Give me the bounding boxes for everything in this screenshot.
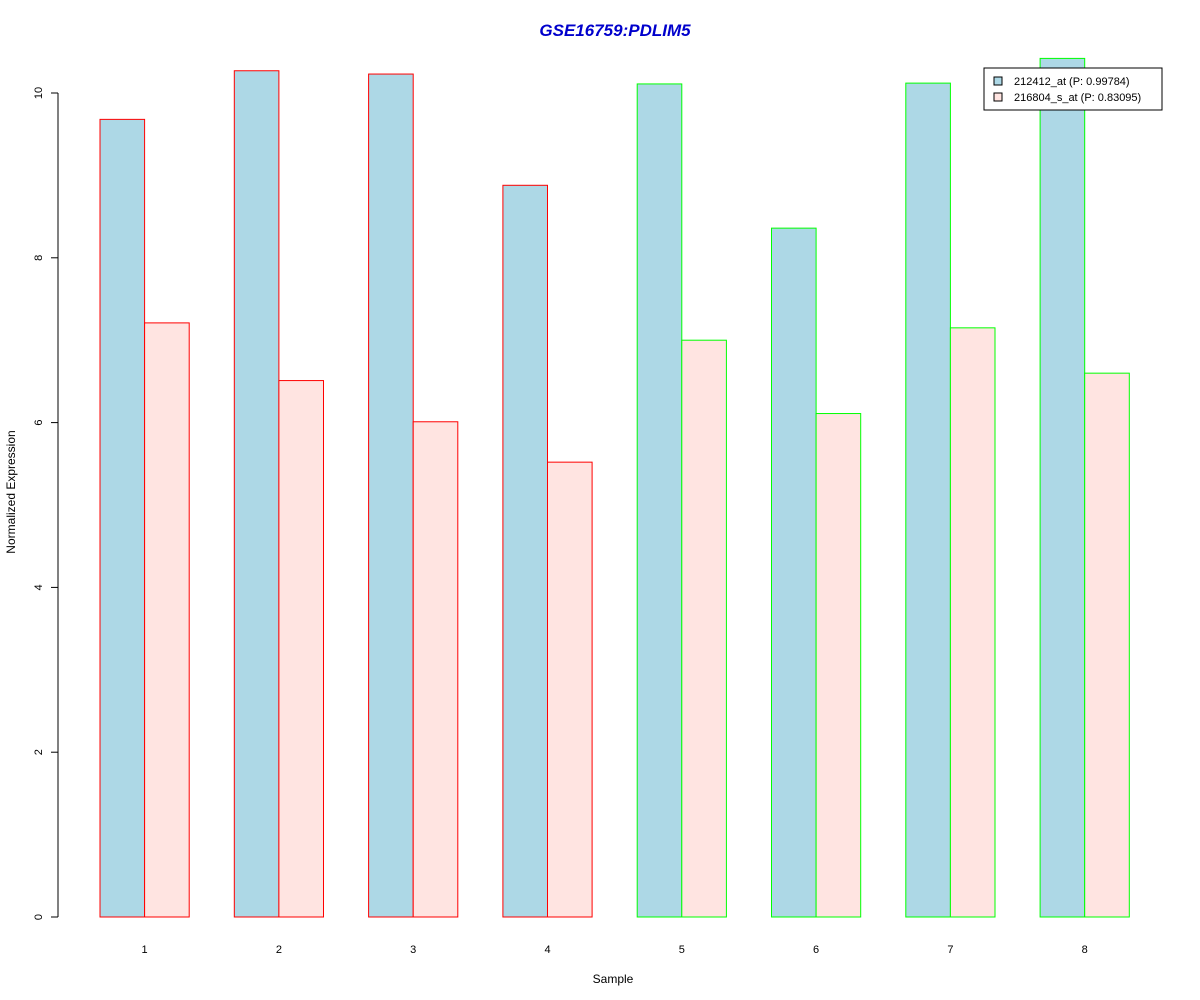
y-tick-label: 0 bbox=[33, 914, 45, 920]
bar-sample-5-series-2 bbox=[681, 339, 727, 918]
y-tick-label: 2 bbox=[33, 749, 45, 755]
bar-sample-3-series-2 bbox=[412, 421, 459, 918]
legend-box bbox=[983, 67, 1163, 111]
bar-sample-6-series-1 bbox=[771, 227, 817, 918]
bar-sample-2-series-2 bbox=[278, 380, 324, 918]
bar-sample-8-series-2 bbox=[1084, 372, 1130, 918]
legend-label: 216804_s_at (P: 0.83095) bbox=[1014, 92, 1141, 104]
y-tick-label: 4 bbox=[33, 584, 45, 590]
bar-sample-8-series-1 bbox=[1039, 57, 1086, 918]
x-tick-label: 1 bbox=[142, 944, 148, 956]
legend-swatch bbox=[993, 92, 1003, 102]
y-axis: 0 2 4 6 8 10 bbox=[33, 87, 59, 920]
bar-sample-2-series-1 bbox=[233, 70, 280, 918]
x-tick-label: 6 bbox=[813, 944, 819, 956]
x-axis: 1 2 3 4 5 6 7 8 bbox=[142, 944, 1088, 956]
legend: 212412_at (P: 0.99784) 216804_s_at (P: 0.… bbox=[983, 67, 1163, 111]
chart-title: GSE16759:PDLIM5 bbox=[539, 21, 691, 40]
y-axis-label: Normalized Expression bbox=[4, 430, 18, 553]
y-tick-label: 6 bbox=[33, 420, 45, 426]
x-tick-label: 3 bbox=[410, 944, 416, 956]
x-tick-label: 8 bbox=[1082, 944, 1088, 956]
bar-sample-4-series-1 bbox=[502, 184, 548, 918]
bar-sample-6-series-2 bbox=[815, 413, 862, 918]
x-axis-label: Sample bbox=[593, 972, 634, 986]
x-tick-label: 4 bbox=[544, 944, 550, 956]
y-tick-label: 10 bbox=[33, 87, 45, 99]
bar-sample-7-series-1 bbox=[905, 82, 951, 918]
legend-swatch bbox=[993, 76, 1003, 86]
bars-group bbox=[99, 57, 1130, 918]
bar-sample-1-series-2 bbox=[144, 322, 190, 918]
bar-sample-3-series-1 bbox=[368, 73, 414, 918]
y-tick-label: 8 bbox=[33, 255, 45, 261]
bar-sample-4-series-2 bbox=[547, 461, 593, 918]
bar-sample-7-series-2 bbox=[949, 327, 996, 918]
legend-label: 212412_at (P: 0.99784) bbox=[1014, 76, 1130, 88]
bar-sample-5-series-1 bbox=[636, 83, 683, 918]
x-tick-label: 7 bbox=[947, 944, 953, 956]
x-tick-label: 2 bbox=[276, 944, 282, 956]
bar-sample-1-series-1 bbox=[99, 118, 146, 918]
x-tick-label: 5 bbox=[679, 944, 685, 956]
